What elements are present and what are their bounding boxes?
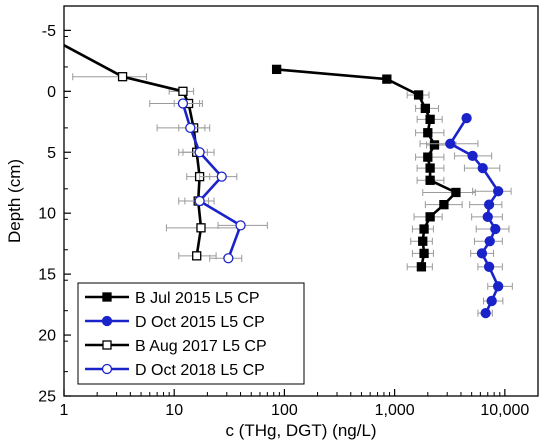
data-point: [419, 248, 429, 259]
data-point: [480, 307, 491, 319]
legend-label: B Jul 2015 L5 CP: [135, 290, 260, 307]
data-point: [493, 281, 504, 292]
legend-label: B Aug 2017 L5 CP: [135, 338, 267, 355]
axis-layer: -5 0 5 10 15 20 251 10 100 1,000 10,000: [38, 5, 539, 419]
legend-label: D Oct 2018 L5 CP: [135, 362, 265, 379]
legend-box: [77, 282, 305, 385]
data-point: [476, 248, 488, 259]
series-layer: [64, 43, 513, 319]
data-point: [271, 64, 282, 75]
data-point: [425, 175, 435, 185]
data-point: [477, 162, 488, 174]
data-point: [416, 262, 427, 272]
x-axis-label: c (THg, DGT) (ng/L): [225, 421, 376, 440]
legend-item: B Aug 2017 L5 CP: [85, 338, 267, 355]
data-point: [216, 171, 227, 182]
data-point: [196, 223, 206, 233]
y-tick-label: 5: [47, 145, 56, 162]
series-0: [271, 64, 476, 272]
legend-swatch-marker: [102, 292, 112, 302]
data-point: [117, 72, 128, 82]
legend-item: D Oct 2015 L5 CP: [85, 314, 265, 331]
data-point: [439, 200, 449, 210]
data-point: [467, 150, 478, 162]
data-point: [493, 186, 504, 197]
data-point: [413, 90, 424, 100]
data-point: [445, 138, 456, 149]
y-tick-label: -5: [42, 23, 56, 40]
data-point: [420, 103, 430, 114]
y-tick-label: 15: [38, 267, 56, 284]
series-3: [149, 98, 268, 264]
legend-swatch-marker: [101, 363, 113, 375]
data-point: [451, 187, 461, 198]
data-point: [484, 236, 495, 247]
data-point: [223, 253, 234, 264]
legend-label: D Oct 2015 L5 CP: [135, 314, 265, 331]
data-point: [461, 112, 472, 124]
data-point: [235, 220, 246, 231]
legend-swatch-marker: [102, 340, 112, 350]
data-point: [178, 86, 188, 96]
x-tick-label: 10,000: [480, 402, 529, 419]
legend: B Jul 2015 L5 CP D Oct 2015 L5 CP B Aug 20…: [77, 282, 305, 385]
x-tick-label: 10: [165, 402, 183, 419]
data-point: [419, 224, 429, 234]
data-point: [194, 147, 205, 158]
data-point: [429, 140, 440, 150]
y-tick-label: 0: [47, 84, 56, 101]
y-tick-label: 10: [38, 206, 56, 223]
y-tick-label: 20: [38, 328, 56, 345]
data-point: [382, 74, 392, 84]
y-tick-label: 25: [38, 389, 56, 406]
data-point: [425, 163, 435, 173]
data-point: [490, 223, 501, 235]
data-point: [177, 98, 189, 109]
data-point: [423, 152, 433, 162]
data-point: [486, 295, 497, 307]
legend-swatch-marker: [101, 315, 113, 327]
x-tick-label: 100: [271, 402, 298, 419]
data-point: [482, 211, 493, 222]
data-point: [425, 212, 435, 222]
legend-item: B Jul 2015 L5 CP: [85, 290, 260, 307]
y-axis-label: Depth (cm): [5, 159, 24, 243]
data-point: [483, 199, 495, 210]
data-point: [483, 261, 495, 272]
legend-item: D Oct 2018 L5 CP: [85, 362, 265, 379]
data-point: [418, 236, 428, 246]
x-tick-label: 1,000: [375, 402, 415, 419]
series-1: [419, 112, 513, 319]
data-point: [423, 128, 433, 138]
data-point: [425, 114, 435, 124]
plot-frame: [63, 5, 539, 397]
x-tick-label: 1: [60, 402, 69, 419]
data-point: [192, 251, 202, 261]
data-point: [185, 122, 196, 134]
data-point: [194, 195, 205, 207]
